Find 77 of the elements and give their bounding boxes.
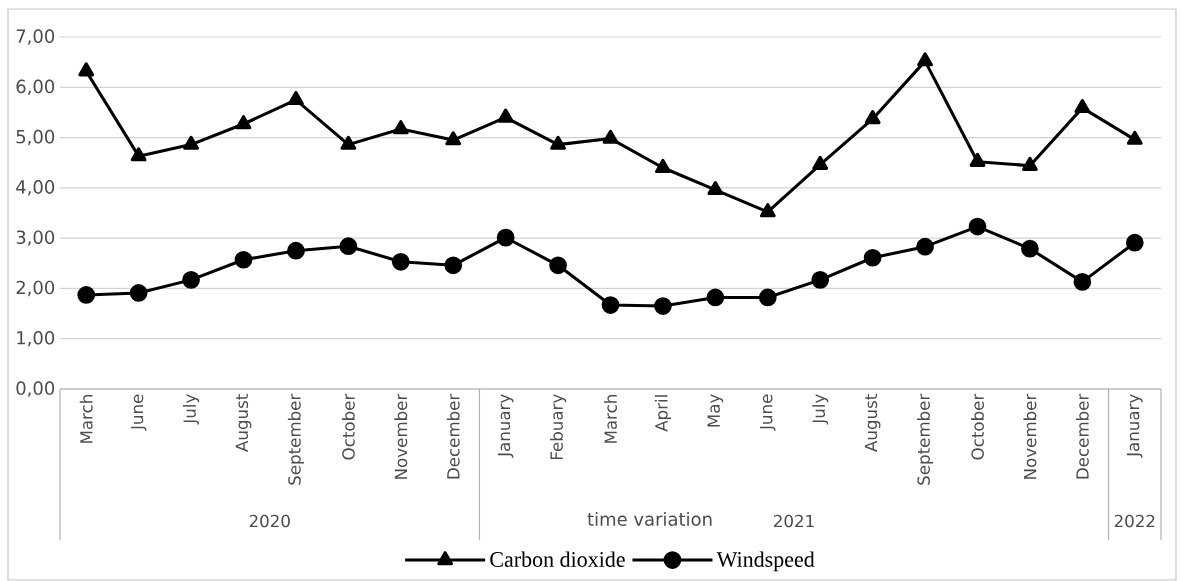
x-tick-label: November [394,393,408,479]
point [340,135,357,150]
y-tick-label: 7,00 [16,29,55,45]
point [1074,99,1091,114]
y-tick-label: 0,00 [16,381,55,397]
x-tick-label: January [1126,394,1143,458]
point [549,256,567,275]
y-tick-label: 5,00 [16,129,55,146]
legend-label: Carbon dioxide [490,551,625,567]
point [287,241,305,260]
x-tick-label: March [79,395,93,443]
point [1125,233,1144,252]
x-tick-label: July [183,394,200,425]
x-tick-label: May [707,394,724,427]
point [812,155,829,170]
point [78,62,95,77]
point [968,217,987,236]
x-tick-label: October [971,393,984,460]
point [758,288,777,307]
legend-label: Windspeed [716,551,815,572]
point [759,203,776,218]
point [864,110,881,125]
point [234,250,253,269]
text: 2020 [249,514,290,528]
point [916,237,934,256]
point [235,115,252,130]
y-tick-label: 1,00 [17,330,55,347]
x-tick-label: December [1075,393,1089,479]
point [550,135,566,150]
point [1073,273,1092,291]
point [601,296,620,314]
point [654,297,672,315]
x-tick-label: June [760,394,776,431]
point [183,135,199,150]
point [182,271,200,289]
x-tick-label: October [341,393,355,460]
point [707,180,724,196]
y-tick-label: 3,00 [16,230,55,246]
x-tick-label: August [235,394,252,452]
point [288,90,304,106]
point [77,286,96,304]
x-tick-label: July [812,394,829,425]
x-tick-label: November [1023,393,1037,479]
point [811,271,830,289]
point [339,237,358,256]
point [497,108,514,123]
x-tick-label: March [604,395,617,443]
point [391,252,410,271]
point [129,284,148,302]
point [1022,156,1038,171]
point [863,248,882,267]
point [1021,239,1039,258]
y-tick-label: 4,00 [16,180,55,196]
x-tick-label: September [287,393,305,485]
y-tick-label: 2,00 [16,280,55,297]
point [130,147,147,162]
point [969,152,986,167]
point [706,288,725,307]
point [444,256,463,275]
point [602,129,619,144]
x-tick-label: September [917,393,934,485]
point [445,131,462,146]
x-tick-label: December [446,393,460,479]
x-tick-label: Febuary [550,394,567,460]
point [496,228,515,247]
x-tick-label: August [864,394,881,452]
point [655,158,671,173]
point [1126,130,1143,145]
x-tick-label: June [130,394,147,431]
point [917,52,933,67]
point [392,120,409,135]
text: 2021 [774,514,814,528]
x-tick-label: January [497,394,514,458]
x-axis-title: time variation [587,512,712,526]
x-tick-label: April [654,395,671,432]
y-tick-label: 6,00 [16,79,55,96]
text: 2022 [1114,514,1155,528]
